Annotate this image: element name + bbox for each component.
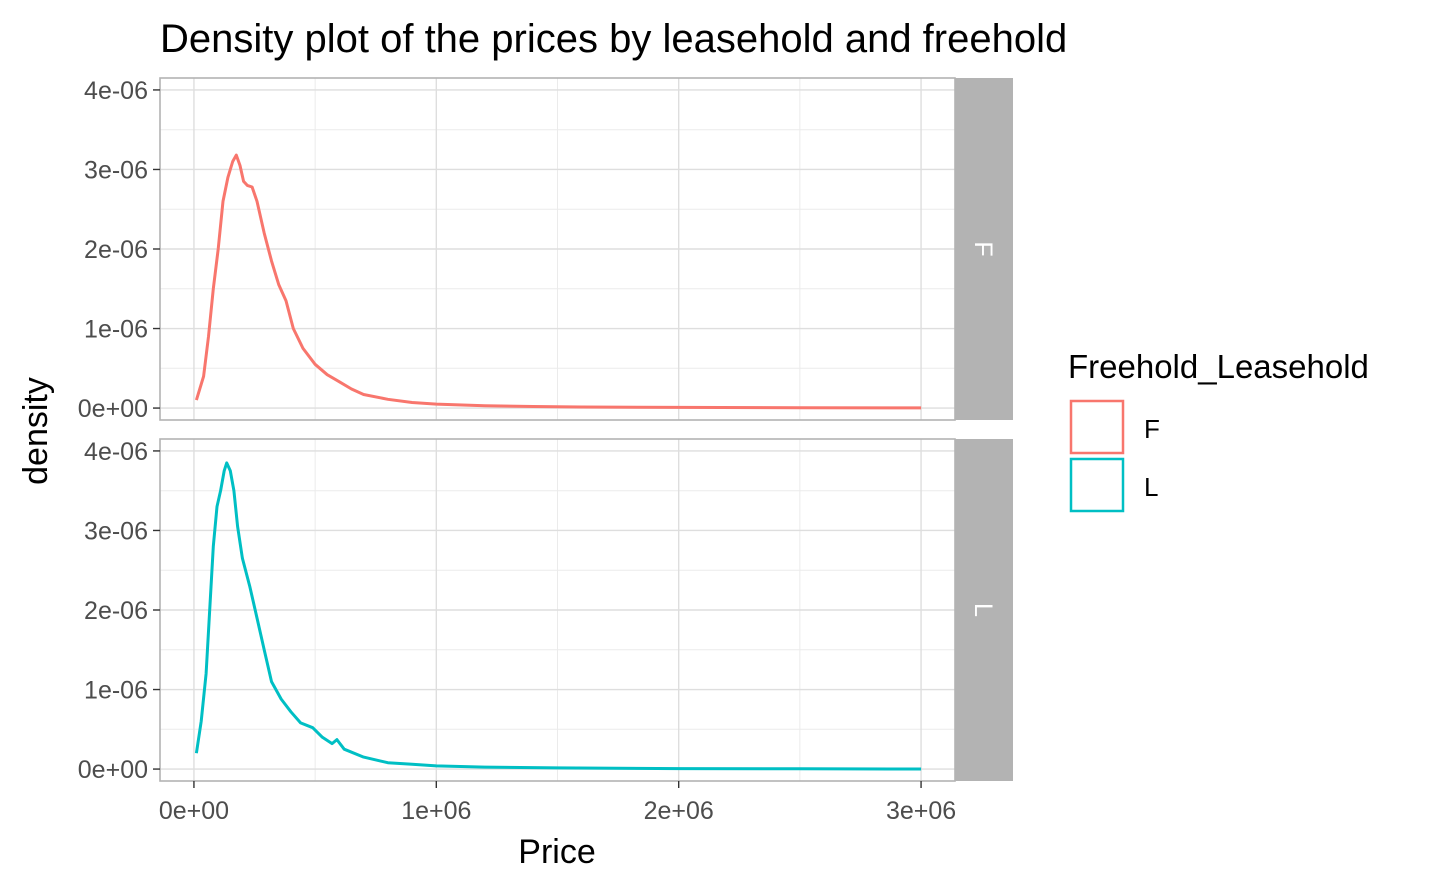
y-tick-label: 1e-06: [84, 677, 148, 705]
y-tick-label: 3e-06: [84, 517, 148, 545]
y-tick-label: 2e-06: [84, 236, 148, 264]
x-axis-title: Price: [518, 833, 595, 871]
y-axis-title: density: [17, 377, 55, 485]
facet-strip-label: F: [969, 241, 997, 256]
y-tick-label: 3e-06: [84, 156, 148, 184]
y-tick-label: 0e+00: [78, 756, 148, 784]
legend-key-F: [1069, 399, 1125, 455]
density-line-L: [194, 461, 922, 771]
x-tick-label: 0e+00: [159, 797, 229, 825]
legend-title: Freehold_Leasehold: [1068, 348, 1369, 385]
facet-strip-L: [955, 439, 1013, 781]
y-tick-label: 4e-06: [84, 438, 148, 466]
y-tick-label: 1e-06: [84, 316, 148, 344]
x-tick-label: 2e+06: [644, 797, 714, 825]
chart-title: Density plot of the prices by leasehold …: [160, 17, 1067, 61]
legend-entries: FL: [1069, 399, 1160, 513]
y-tick-label: 4e-06: [84, 77, 148, 105]
x-tick-label: 3e+06: [886, 797, 956, 825]
legend-key-L: [1069, 457, 1125, 513]
legend-label-L: L: [1144, 472, 1158, 502]
legend-label-F: F: [1144, 414, 1160, 444]
y-tick-label: 2e-06: [84, 597, 148, 625]
facet-strip-F: [955, 78, 1013, 420]
facet-panel-L: 0e+00 1e-06 2e-06 3e-06 4e-06 L 0e+00 1e+06 2e+0…: [78, 438, 1013, 825]
y-tick-label: 0e+00: [78, 395, 148, 423]
x-tick-label: 1e+06: [401, 797, 471, 825]
facet-panel-F: 0e+00 1e-06 2e-06 3e-06 4e-06 F: [78, 77, 1013, 423]
density-line-F: [194, 153, 922, 410]
facet-panels: 0e+00 1e-06 2e-06 3e-06 4e-06 F 0e+00 1e-06 2e-0…: [78, 77, 1013, 825]
legend: Freehold_Leasehold FL: [1068, 348, 1369, 513]
facet-strip-label: L: [969, 603, 997, 617]
